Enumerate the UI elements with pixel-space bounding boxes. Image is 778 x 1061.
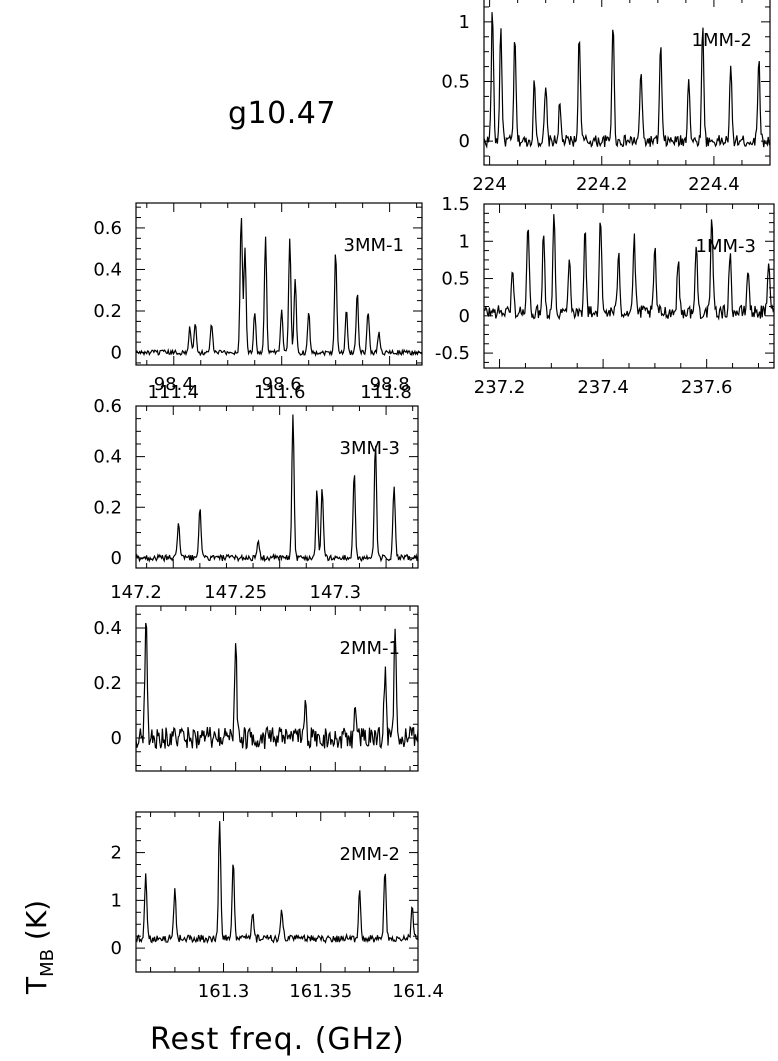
panel-frame [135,202,423,366]
y-tick-label: 0 [111,938,122,959]
panel-frame [135,605,419,772]
x-tick-label: 237.4 [577,377,629,398]
x-tick-label: 98.8 [370,374,410,395]
y-tick-label: 0.5 [441,269,470,290]
panel-frame [135,405,419,569]
y-tick-label: 0.5 [441,72,470,93]
y-tick-label: 1 [459,231,470,252]
y-tick-label: 1 [459,12,470,33]
panel-frame [135,811,419,973]
y-axis-label-main: T [20,976,53,995]
x-tick-label: 111.4 [147,382,199,403]
panel-3mm-3: 111.4 111.6 111.8 0 0.2 0.4 0.6 3MM-3 [93,382,419,569]
x-tick-label: 111.8 [360,382,412,403]
y-tick-label: 0.2 [93,301,122,322]
y-tick-label: 0.4 [93,618,122,639]
x-tick-label: 224.2 [576,174,628,195]
spectrum-line [135,821,419,944]
y-tick-label: 0.4 [93,259,122,280]
x-tick-label: 111.6 [254,382,306,403]
x-tick-label: 98.4 [154,374,194,395]
y-tick-label: 1.5 [441,194,470,215]
spectrum-line [135,622,419,750]
panel-label: 2MM-1 [340,638,400,659]
panel-3mm-1: 98.4 98.6 98.8 0 0.2 0.4 0.6 3MM-1 [93,202,423,395]
spectrum-line [483,214,775,321]
y-tick-label: 0 [111,343,122,364]
source-title: g10.47 [228,96,336,131]
y-axis-label-unit: (K) [20,900,53,949]
y-tick-label: 1 [111,890,122,911]
x-tick-label: 161.35 [289,981,352,1002]
x-tick-label: 224.4 [688,174,740,195]
panel-label: 3MM-1 [344,235,404,256]
y-tick-label: 0 [459,306,470,327]
y-tick-label: 0.2 [93,673,122,694]
x-tick-label: 237.6 [681,377,733,398]
x-tick-label: 224 [472,174,506,195]
y-axis-label-sub: MB [37,949,58,977]
y-tick-label: 0.4 [93,447,122,468]
y-axis-label: TMB (K) [2,890,62,1000]
x-tick-label: 98.6 [262,374,302,395]
panel-2mm-1: 147.2 147.25 147.3 0 0.2 0.4 2MM-1 [93,582,419,772]
spectrum-line [135,217,423,357]
svg-text:TMB (K): TMB (K) [20,900,58,995]
x-tick-label: 161.3 [198,981,250,1002]
x-tick-label: 147.25 [204,582,267,603]
panel-label: 1MM-3 [696,236,756,257]
y-tick-label: 0.2 [93,497,122,518]
y-tick-label: 2 [111,843,122,864]
panel-1mm-2: 224 224.2 224.4 0 0.5 1 1MM-2 [441,0,771,195]
panel-2mm-2: 161.3 161.35 161.4 0 1 2 2MM-2 [111,811,444,1002]
panel-label: 1MM-2 [692,30,752,51]
y-tick-label: 0 [111,728,122,749]
y-tick-label: 0 [459,131,470,152]
y-tick-label: 0.6 [93,396,122,417]
spectrum-line [135,414,419,563]
panel-label: 3MM-3 [340,438,400,459]
x-tick-label: 147.2 [110,582,162,603]
x-tick-label: 237.2 [474,377,526,398]
y-tick-label: 0 [111,548,122,569]
panel-1mm-3: 237.2 237.4 237.6 -0.5 0 0.5 1 1.5 1MM-3 [435,194,775,398]
panel-frame [483,203,775,369]
y-tick-label: 0.6 [93,218,122,239]
x-axis-label: Rest freq. (GHz) [150,1022,405,1057]
x-tick-label: 147.3 [310,582,362,603]
panel-label: 2MM-2 [340,844,400,865]
x-tick-label: 161.4 [392,981,444,1002]
y-tick-label: -0.5 [435,343,470,364]
spectrum-line [483,12,771,149]
